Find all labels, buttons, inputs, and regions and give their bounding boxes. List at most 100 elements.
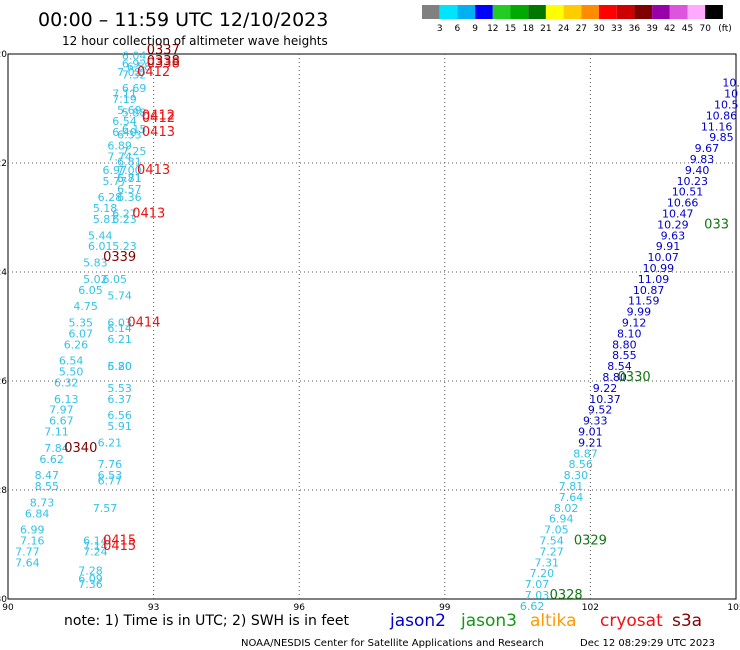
legend-label: 39 (646, 24, 658, 34)
wave-height-value: 6.15 (122, 123, 147, 136)
wave-height-value: 7.03 (525, 589, 550, 602)
wave-height-value: 8.30 (564, 469, 589, 482)
legend-swatch (492, 5, 511, 19)
legend-swatch (687, 5, 706, 19)
legend-label: 70 (699, 24, 711, 34)
wave-height-value: 7.19 (112, 93, 137, 106)
wave-height-value: 6.09 (78, 573, 103, 586)
satellite-name-s3a: s3a (672, 611, 702, 631)
legend-swatch (475, 5, 493, 19)
wave-height-value: 8.10 (617, 327, 642, 340)
wave-height-value: 7.28 (78, 564, 103, 577)
wave-height-value: 7.74 (107, 150, 132, 163)
wave-height-value: 5.88 (122, 107, 147, 120)
legend-label: 12 (487, 24, 498, 34)
wave-height-value: 5.18 (93, 202, 118, 215)
wave-height-value: 7.16 (20, 535, 45, 548)
legend-label: 36 (629, 24, 641, 34)
wave-height-value: 5.83 (83, 257, 108, 270)
time-label: 0338 (147, 54, 180, 69)
legend-units: (ft) (718, 24, 732, 34)
wave-height-value: 6.13 (54, 393, 79, 406)
wave-height-value: 8.87 (573, 447, 598, 460)
legend-swatch (705, 5, 723, 19)
wave-height-value: 9.91 (656, 240, 681, 253)
wave-height-value: 6.21 (98, 436, 123, 449)
wave-height-value: 6.58 (127, 60, 152, 73)
wave-height-value: 6.23 (112, 213, 137, 226)
time-label: 0340 (64, 441, 97, 456)
wave-height-value: 9.67 (695, 142, 720, 155)
time-label: 0415 (103, 534, 136, 549)
wave-height-value: 7.11 (44, 426, 69, 439)
wave-height-value: 7.05 (544, 524, 569, 537)
lat-tick-label: -28 (0, 486, 7, 496)
satellite-name-cryosat: cryosat (600, 611, 663, 631)
wave-height-value: 5.69 (117, 104, 142, 117)
time-label: 033 (704, 217, 729, 232)
footer-timestamp: Dec 12 08:29:29 UTC 2023 (580, 638, 715, 649)
time-label: 0415 (103, 539, 136, 554)
map-frame (7, 53, 737, 600)
wave-height-value: 7.14 (83, 540, 108, 553)
wave-height-value: 6.37 (107, 393, 132, 406)
time-label: 0329 (574, 534, 607, 549)
wave-height-value: 7.36 (78, 578, 103, 591)
time-label: 0330 (618, 370, 651, 385)
wave-height-value: 7.97 (49, 404, 74, 417)
wave-height-value: 9.22 (593, 382, 618, 395)
wave-height-value: 9.33 (583, 415, 608, 428)
page-subtitle: 12 hour collection of altimeter wave hei… (62, 34, 328, 48)
legend-label: 15 (505, 24, 516, 34)
wave-height-value: 5.81 (93, 213, 118, 226)
wave-height-value: 7.00 (117, 164, 142, 177)
wave-height-value: 10.47 (662, 208, 694, 221)
time-label: 0412 (142, 108, 175, 123)
wave-height-value: 6.54 (59, 355, 84, 368)
wave-height-value: 6.28 (98, 191, 123, 204)
wave-height-value: 7.31 (534, 556, 559, 569)
wave-height-value: 5.23 (112, 240, 137, 253)
legend-swatch (563, 5, 582, 19)
wave-height-value: 6.05 (78, 284, 103, 297)
wave-height-value: 6.92 (122, 58, 147, 71)
time-label: 0413 (132, 207, 165, 222)
legend-swatch (669, 5, 688, 19)
wave-height-value: 9.63 (661, 229, 686, 242)
legend-swatch (457, 5, 476, 19)
wave-height-value: 6.99 (20, 524, 45, 537)
legend-label: 45 (682, 24, 693, 34)
wave-height-value: 10. (722, 77, 740, 90)
wave-height-value: 8.56 (568, 458, 593, 471)
legend-swatch (634, 5, 653, 19)
wave-height-value: 6.05 (103, 273, 128, 286)
wave-height-value: 8.80 (602, 371, 627, 384)
lon-tick-label: 105 (727, 603, 740, 613)
wave-height-value: 5.50 (59, 366, 84, 379)
wave-height-value: 6.69 (122, 82, 147, 95)
wave-height-value: 6.56 (107, 409, 132, 422)
wave-height-value: 9.52 (588, 404, 613, 417)
wave-height-value: 6.21 (107, 333, 132, 346)
wave-height-value: 6.03 (107, 317, 132, 330)
wave-height-value: 5.02 (83, 273, 108, 286)
wave-height-value: 6.27 (112, 208, 137, 221)
wave-height-value: 9.83 (690, 153, 715, 166)
legend-swatch (581, 5, 599, 19)
legend-swatch (599, 5, 617, 19)
wave-height-value: 11.16 (701, 120, 733, 133)
wave-height-value: 7.64 (559, 491, 584, 504)
legend-swatch (439, 5, 458, 19)
wave-height-value: 6.89 (107, 139, 132, 152)
wave-height-value: 6.62 (520, 600, 545, 613)
wave-height-value: 7.54 (539, 535, 564, 548)
time-label: 0413 (137, 163, 170, 178)
wave-height-value: 6.62 (39, 453, 64, 466)
lat-tick-label: -26 (0, 377, 7, 387)
lat-tick-label: -30 (0, 595, 7, 605)
wave-height-value: 5.44 (88, 229, 113, 242)
legend-label: 24 (558, 24, 570, 34)
wave-height-value: 10 (724, 88, 738, 101)
wave-height-value: 6.40 (112, 126, 137, 139)
lon-tick-label: 93 (148, 603, 159, 613)
